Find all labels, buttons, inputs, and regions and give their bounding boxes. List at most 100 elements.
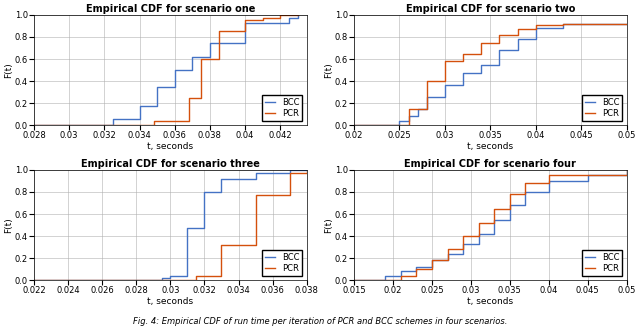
Line: BCC: BCC — [34, 15, 298, 125]
BCC — [561, 179, 568, 183]
PCR — [252, 193, 259, 197]
X-axis label: t, seconds: t, seconds — [467, 297, 513, 306]
PCR — [413, 267, 420, 271]
Y-axis label: F(t): F(t) — [324, 62, 333, 78]
BCC — [30, 278, 38, 282]
PCR — [206, 57, 214, 61]
BCC — [495, 48, 503, 52]
BCC — [30, 123, 38, 127]
PCR — [450, 59, 458, 63]
BCC — [387, 123, 394, 127]
PCR — [185, 96, 193, 100]
PCR — [294, 13, 301, 17]
PCR — [568, 174, 576, 177]
Title: Empirical CDF for scenario one: Empirical CDF for scenario one — [86, 4, 255, 14]
BCC — [285, 16, 293, 20]
BCC — [541, 26, 548, 30]
PCR — [467, 234, 475, 238]
Title: Empirical CDF for scenario four: Empirical CDF for scenario four — [404, 159, 576, 169]
BCC — [577, 22, 585, 26]
BCC — [486, 63, 494, 67]
BCC — [436, 258, 444, 262]
BCC — [175, 274, 182, 278]
BCC — [420, 265, 428, 269]
Text: Fig. 4: Empirical CDF of run time per iteration of PCR and BCC schemes in four s: Fig. 4: Empirical CDF of run time per it… — [133, 318, 507, 326]
BCC — [154, 85, 161, 89]
PCR — [568, 22, 576, 26]
BCC — [303, 168, 310, 172]
PCR — [451, 247, 459, 251]
BCC — [409, 114, 417, 118]
BCC — [136, 104, 143, 108]
PCR — [441, 59, 449, 63]
BCC — [374, 278, 381, 282]
PCR — [486, 41, 494, 45]
BCC — [118, 116, 126, 120]
BCC — [506, 203, 514, 207]
Y-axis label: F(t): F(t) — [4, 217, 13, 233]
PCR — [30, 123, 38, 127]
BCC — [206, 41, 214, 45]
Line: BCC: BCC — [34, 170, 307, 280]
PCR — [444, 247, 451, 251]
BCC — [259, 21, 266, 25]
PCR — [460, 51, 467, 55]
PCR — [523, 27, 531, 31]
Legend: BCC, PCR: BCC, PCR — [262, 250, 303, 276]
PCR — [223, 30, 231, 33]
BCC — [451, 252, 459, 256]
BCC — [171, 68, 179, 72]
PCR — [559, 22, 567, 26]
BCC — [413, 265, 420, 269]
BCC — [444, 252, 451, 256]
PCR — [259, 16, 266, 20]
PCR — [184, 278, 191, 282]
PCR — [420, 267, 428, 271]
Line: BCC: BCC — [354, 170, 627, 280]
BCC — [522, 190, 529, 194]
BCC — [468, 72, 476, 75]
PCR — [192, 274, 200, 278]
PCR — [150, 119, 157, 123]
BCC — [350, 123, 358, 127]
PCR — [197, 57, 205, 61]
PCR — [404, 274, 412, 278]
BCC — [545, 179, 552, 183]
BCC — [532, 26, 540, 30]
BCC — [432, 94, 440, 98]
BCC — [252, 171, 259, 175]
BCC — [389, 274, 397, 278]
BCC — [475, 232, 483, 236]
BCC — [514, 203, 522, 207]
PCR — [468, 51, 476, 55]
BCC — [514, 37, 522, 41]
BCC — [419, 107, 426, 111]
BCC — [523, 37, 531, 41]
PCR — [483, 221, 490, 225]
Line: PCR: PCR — [34, 170, 307, 280]
BCC — [166, 274, 174, 278]
PCR — [477, 41, 485, 45]
PCR — [397, 274, 404, 278]
BCC — [184, 226, 191, 230]
BCC — [529, 190, 537, 194]
BCC — [294, 13, 301, 17]
PCR — [350, 278, 358, 282]
BCC — [467, 242, 475, 246]
BCC — [428, 258, 436, 262]
BCC — [490, 217, 498, 221]
Legend: BCC, PCR: BCC, PCR — [582, 95, 623, 121]
Y-axis label: F(t): F(t) — [4, 62, 13, 78]
Legend: BCC, PCR: BCC, PCR — [582, 250, 623, 276]
PCR — [495, 33, 503, 37]
X-axis label: t, seconds: t, seconds — [147, 142, 193, 151]
PCR — [414, 107, 422, 111]
BCC — [498, 217, 506, 221]
PCR — [136, 123, 143, 127]
BCC — [404, 269, 412, 273]
BCC — [396, 119, 403, 123]
PCR — [541, 23, 548, 27]
PCR — [389, 278, 397, 282]
BCC — [350, 278, 358, 282]
PCR — [423, 79, 431, 83]
